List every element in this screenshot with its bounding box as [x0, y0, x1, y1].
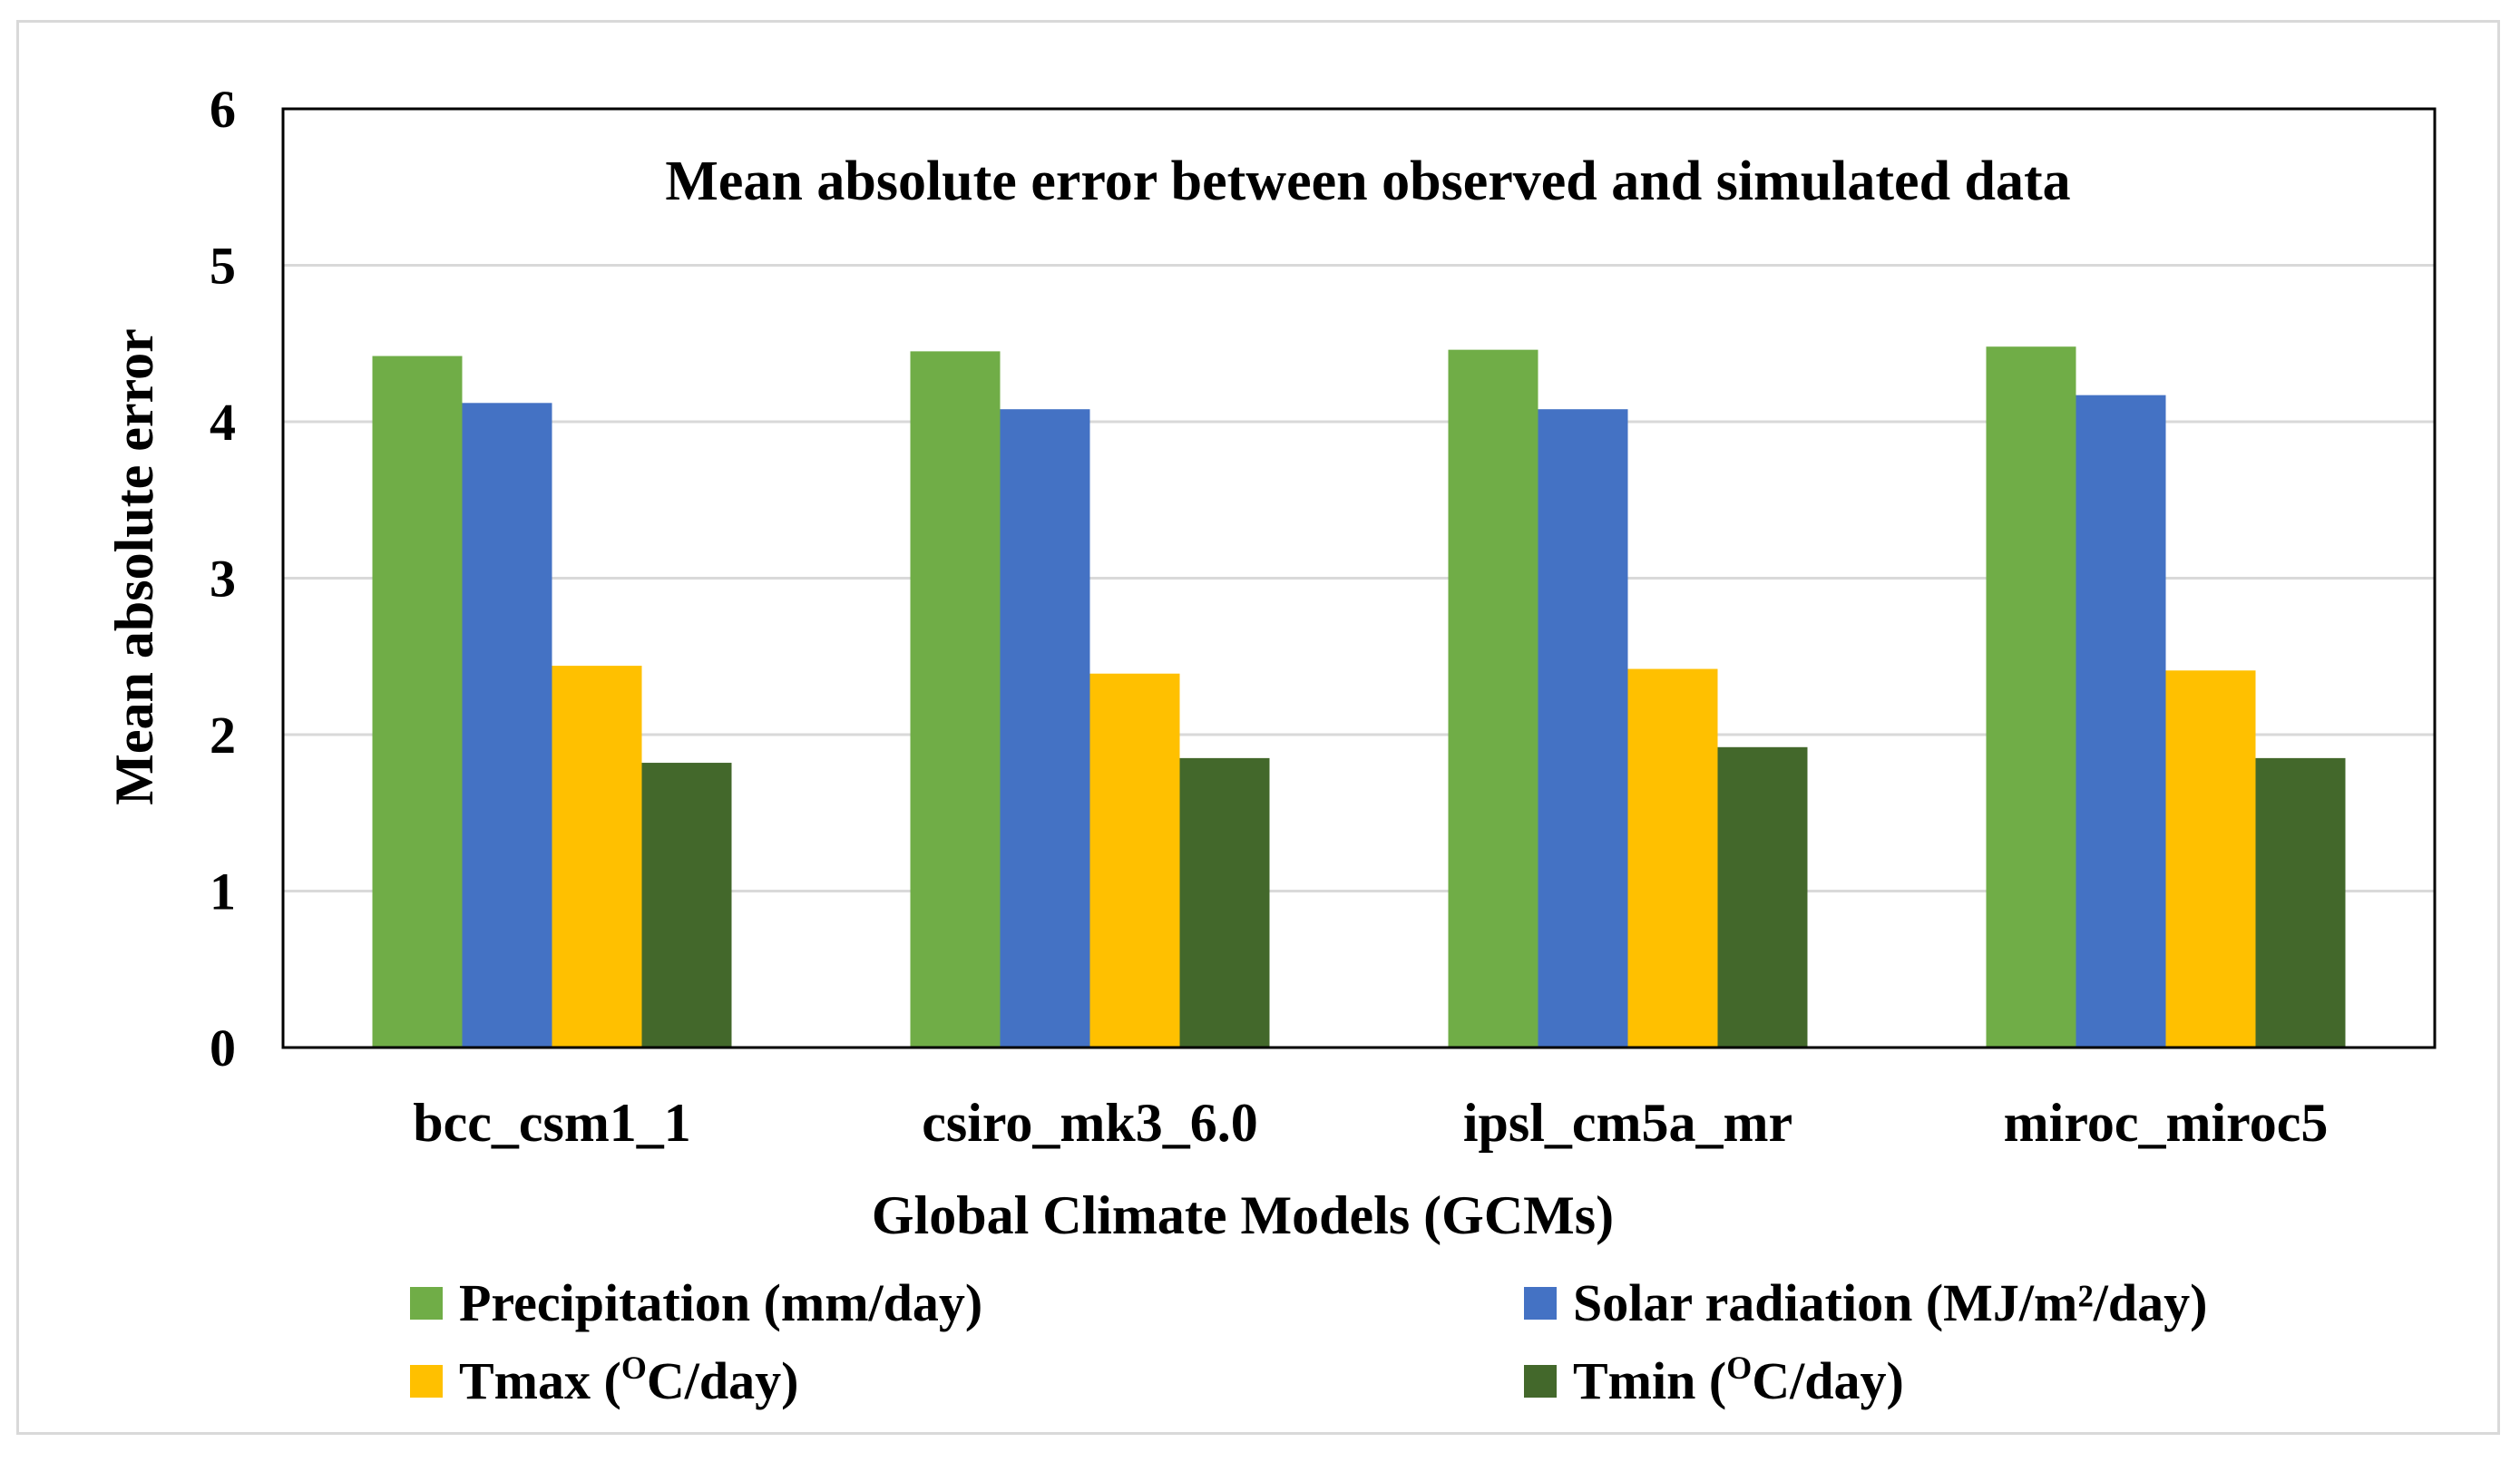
legend-entry-tmin: Tmin (OC/day) — [1524, 1350, 1904, 1410]
x-tick-labels: bcc_csm1_1 csiro_mk3_6.0 ipsl_cm5a_mr miroc… — [413, 1093, 2328, 1153]
bar-miroc_miroc5-series-3 — [2255, 757, 2346, 1048]
y-tick-label: 0 — [210, 1019, 236, 1077]
bar-bcc_csm1_1-series-0 — [372, 356, 463, 1048]
legend-swatch-precipitation — [410, 1287, 443, 1320]
bar-csiro_mk3_6.0-series-2 — [1089, 673, 1180, 1048]
x-axis-label: Global Climate Models (GCMs) — [872, 1185, 1614, 1245]
bars — [372, 346, 2346, 1048]
bar-ipsl_cm5a_mr-series-3 — [1717, 746, 1808, 1048]
y-axis-label: Mean absolute error — [104, 328, 164, 804]
y-tick-label: 4 — [210, 393, 236, 452]
x-tick-label: csiro_mk3_6.0 — [922, 1093, 1258, 1153]
bar-bcc_csm1_1-series-3 — [641, 763, 732, 1048]
bar-ipsl_cm5a_mr-series-0 — [1448, 349, 1538, 1048]
bar-ipsl_cm5a_mr-series-1 — [1538, 409, 1628, 1048]
legend-label-precipitation: Precipitation (mm/day) — [459, 1273, 983, 1332]
bar-miroc_miroc5-series-1 — [2076, 395, 2166, 1048]
y-tick-label: 6 — [210, 80, 236, 139]
legend-swatch-tmin — [1524, 1365, 1557, 1398]
bar-miroc_miroc5-series-2 — [2165, 670, 2256, 1048]
bar-bcc_csm1_1-series-1 — [462, 403, 552, 1048]
legend-label-tmin: Tmin (OC/day) — [1573, 1350, 1904, 1410]
bar-bcc_csm1_1-series-2 — [552, 666, 642, 1048]
bar-miroc_miroc5-series-0 — [1986, 346, 2076, 1048]
axes — [281, 107, 2437, 1049]
y-tick-label: 1 — [210, 863, 236, 921]
plot-area-border — [281, 107, 2437, 1049]
bar-csiro_mk3_6.0-series-1 — [1000, 409, 1090, 1048]
y-tick-label: 3 — [210, 550, 236, 609]
legend-swatch-tmax — [410, 1365, 443, 1398]
y-tick-label: 5 — [210, 237, 236, 296]
legend-entry-precipitation: Precipitation (mm/day) — [410, 1277, 982, 1330]
bar-csiro_mk3_6.0-series-3 — [1179, 757, 1270, 1048]
legend-swatch-solar-radiation — [1524, 1287, 1557, 1320]
bar-csiro_mk3_6.0-series-0 — [910, 351, 1001, 1048]
legend-entry-tmax: Tmax (OC/day) — [410, 1350, 799, 1410]
y-tick-labels: 0 1 2 3 4 5 6 — [210, 80, 236, 1077]
chart-title: Mean absolute error between observed and… — [665, 151, 2070, 212]
legend-entry-solar-radiation: Solar radiation (MJ/m²/day) — [1524, 1277, 2207, 1330]
legend-label-tmax: Tmax (OC/day) — [459, 1350, 799, 1410]
legend-label-solar-radiation: Solar radiation (MJ/m²/day) — [1573, 1273, 2208, 1332]
x-tick-label: miroc_miroc5 — [2004, 1093, 2329, 1153]
y-tick-label: 2 — [210, 706, 236, 765]
x-tick-label: bcc_csm1_1 — [413, 1093, 691, 1153]
bar-ipsl_cm5a_mr-series-2 — [1627, 668, 1718, 1048]
x-tick-label: ipsl_cm5a_mr — [1463, 1093, 1792, 1153]
